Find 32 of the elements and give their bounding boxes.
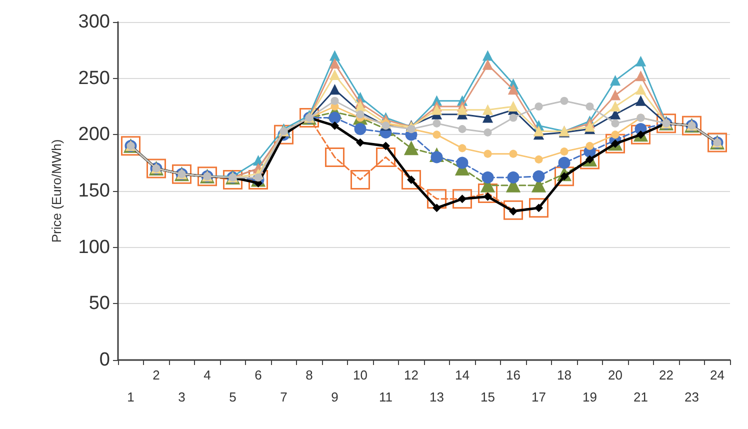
x-tick-label: 24	[710, 368, 724, 382]
x-tick-label: 15	[480, 390, 495, 404]
x-tick-label: 17	[532, 390, 546, 404]
x-tick-label: 2	[152, 368, 160, 382]
x-tick-label: 6	[254, 368, 262, 382]
y-tick-label: 300	[78, 12, 110, 32]
x-tick-label: 8	[306, 368, 313, 382]
x-tick-label: 16	[506, 368, 520, 382]
x-tick-label: 23	[684, 390, 699, 404]
x-tick-label: 11	[379, 390, 392, 404]
x-tick-label: 14	[455, 368, 470, 382]
y-tick-label: 250	[78, 68, 110, 89]
x-tick-label: 20	[608, 368, 622, 382]
y-tick-label: 0	[99, 350, 110, 370]
x-tick-label: 13	[430, 390, 444, 404]
x-tick-label: 18	[557, 368, 572, 382]
x-tick-label: 19	[582, 390, 597, 404]
x-tick-label: 4	[204, 368, 211, 382]
y-tick-label: 200	[78, 124, 110, 146]
x-tick-label: 3	[178, 390, 186, 404]
x-tick-label: 21	[634, 390, 648, 404]
y-tick-label: 50	[88, 293, 110, 314]
y-axis-title: Price (Euro/MWh)	[49, 139, 64, 243]
x-tick-label: 1	[127, 390, 134, 404]
x-tick-label: 5	[229, 390, 236, 404]
x-tick-label: 7	[280, 390, 288, 404]
x-tick-label: 10	[353, 368, 368, 382]
y-tick-label: 150	[78, 180, 110, 202]
x-tick-label: 22	[659, 368, 674, 382]
x-tick-label: 12	[404, 368, 418, 382]
x-tick-label: 9	[331, 390, 338, 404]
y-tick-label: 100	[78, 236, 110, 258]
